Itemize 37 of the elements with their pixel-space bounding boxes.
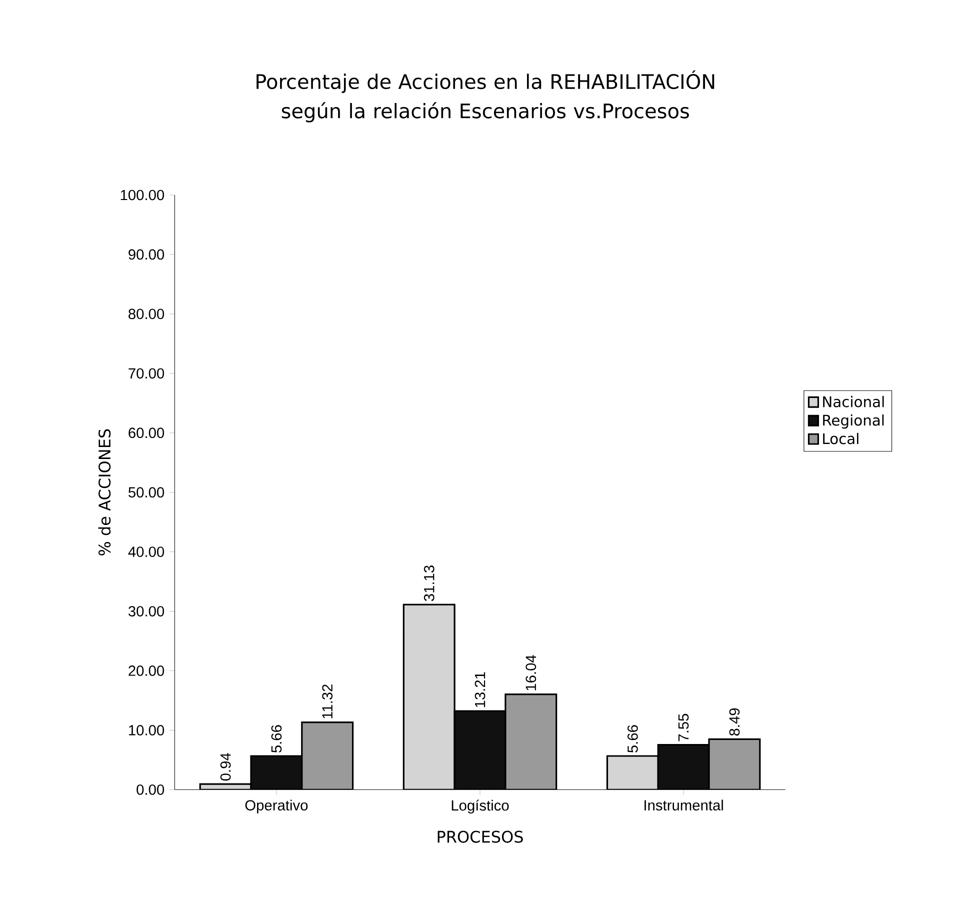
x-tick-label: Instrumental <box>644 800 723 810</box>
bar <box>708 738 761 790</box>
data-label: 0.94 <box>220 753 231 781</box>
data-label: 7.55 <box>678 714 689 742</box>
data-label: 11.32 <box>322 684 333 718</box>
y-tick-label: 60.00 <box>128 428 164 438</box>
y-tick-label: 90.00 <box>128 249 164 260</box>
y-tick-label: 30.00 <box>128 606 164 616</box>
bar <box>657 744 710 790</box>
data-label: 5.66 <box>628 725 638 752</box>
y-tick-label: 20.00 <box>128 666 164 676</box>
y-tick-label: 10.00 <box>129 725 164 736</box>
x-axis-title: PROCESOS <box>438 830 523 843</box>
bar <box>504 693 558 790</box>
bar <box>454 710 506 790</box>
y-tick-label: 40.00 <box>128 546 164 557</box>
y-tick-label: 100.00 <box>120 190 164 200</box>
y-tick-label: 50.00 <box>128 487 164 498</box>
y-axis-title: % de ACCIONES <box>98 429 111 556</box>
chart-title: Porcentaje de Acciones en la REHABILITACIÓN según la relación Escenarios vs.Procesos <box>256 70 714 122</box>
y-tick-label: 0.00 <box>136 784 164 795</box>
data-label: 31.13 <box>424 566 434 602</box>
legend-label: Nacional <box>823 396 884 408</box>
bar <box>402 604 456 790</box>
legend-label: Regional <box>823 414 884 429</box>
bar <box>301 722 354 790</box>
bar <box>606 755 659 790</box>
x-tick-label: Logístico <box>452 800 509 814</box>
bar <box>250 755 303 790</box>
y-tick-label: 80.00 <box>128 308 164 320</box>
x-tick-label: Operativo <box>245 800 308 814</box>
data-label: 5.66 <box>271 725 282 752</box>
legend-label: Local <box>823 432 858 444</box>
data-label: 8.49 <box>729 708 740 736</box>
y-tick-label: 70.00 <box>128 368 164 379</box>
data-label: 16.04 <box>526 655 536 690</box>
data-label: 13.21 <box>474 672 486 708</box>
